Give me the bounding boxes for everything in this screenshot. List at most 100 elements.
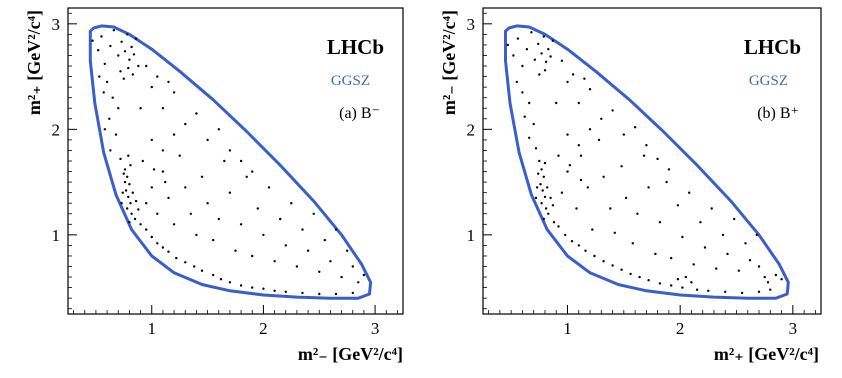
data-point — [273, 289, 276, 292]
data-point — [109, 44, 112, 48]
data-point — [251, 286, 254, 289]
data-point — [670, 284, 673, 287]
data-point — [633, 126, 637, 129]
data-point — [184, 186, 187, 189]
data-point — [530, 31, 533, 34]
data-point — [591, 228, 594, 231]
data-point — [629, 272, 632, 276]
data-point — [262, 233, 265, 237]
data-point — [122, 77, 126, 80]
kinematic-boundary — [88, 24, 373, 300]
data-point — [329, 260, 332, 263]
x-axis-label: m²₊ [GeV²/c⁴] — [714, 344, 819, 364]
data-point — [150, 235, 153, 239]
data-point — [597, 138, 601, 142]
data-point — [161, 107, 165, 110]
x-axis-label: m²₋ [GeV²/c⁴] — [298, 344, 403, 364]
data-point — [164, 180, 167, 184]
data-point — [108, 117, 111, 121]
data-point — [602, 175, 605, 178]
data-point — [239, 284, 243, 287]
data-point — [150, 138, 153, 142]
data-point — [161, 170, 165, 173]
data-point — [575, 207, 578, 210]
data-point — [145, 64, 148, 68]
data-point — [538, 73, 541, 76]
data-point — [128, 183, 131, 186]
data-point — [757, 290, 761, 293]
data-point — [91, 39, 94, 42]
data-point — [525, 48, 529, 51]
data-point — [757, 265, 761, 268]
data-point — [161, 149, 165, 152]
data-point — [542, 217, 545, 221]
data-point — [284, 290, 287, 293]
data-point — [137, 64, 140, 68]
data-point — [172, 91, 176, 94]
data-point — [290, 202, 293, 205]
data-point — [318, 292, 321, 296]
kinematic-boundary — [504, 24, 790, 300]
data-point — [583, 77, 586, 80]
data-point — [566, 170, 569, 173]
data-point — [131, 73, 134, 76]
y-tick-label: 2 — [52, 120, 61, 139]
data-point — [774, 273, 778, 277]
data-point — [560, 59, 564, 62]
data-point — [156, 75, 159, 78]
data-point — [534, 147, 538, 150]
data-point — [564, 233, 567, 237]
data-point — [528, 101, 531, 105]
y-tick-label: 3 — [52, 15, 61, 34]
data-point — [542, 175, 545, 178]
data-point — [239, 223, 243, 226]
data-point — [780, 278, 783, 281]
data-point — [681, 235, 684, 239]
data-point — [120, 202, 123, 205]
data-point — [301, 228, 304, 231]
data-point — [528, 136, 531, 139]
data-point — [132, 53, 136, 56]
data-point — [533, 58, 536, 61]
data-point — [184, 261, 187, 264]
data-point — [748, 259, 752, 262]
chart-panel-a: 1 2 3 1 2 3 LHCb GGSZ (a) B⁻ m²₋ [GeV²/c⁴] m… — [24, 7, 404, 364]
y-axis-label: m²₋ [GeV²/c⁴] — [439, 10, 459, 115]
data-point — [167, 196, 170, 200]
data-point — [223, 159, 226, 163]
data-point — [506, 43, 509, 47]
data-point — [540, 202, 543, 205]
data-point — [217, 128, 220, 131]
data-point — [544, 207, 548, 210]
data-point — [579, 178, 583, 182]
x-tick-label: 1 — [563, 319, 572, 338]
data-point — [195, 233, 198, 237]
data-point — [128, 221, 131, 224]
data-point — [549, 196, 552, 200]
data-point — [256, 207, 259, 210]
data-point — [117, 107, 120, 110]
data-point — [656, 157, 659, 161]
data-point — [134, 199, 138, 203]
data-point — [206, 202, 209, 205]
y-tick-label: 1 — [467, 226, 476, 245]
data-point — [340, 275, 343, 279]
data-point — [755, 233, 758, 237]
x-tick-label: 2 — [259, 319, 268, 338]
data-point — [721, 233, 725, 237]
data-point — [544, 60, 548, 63]
data-point — [588, 88, 592, 91]
y-axis-label: m²₊ [GeV²/c⁴] — [24, 10, 44, 115]
data-point — [351, 291, 354, 295]
data-point — [141, 159, 144, 163]
data-point — [740, 291, 744, 295]
data-point — [521, 91, 524, 94]
data-point — [97, 49, 100, 52]
data-point — [579, 154, 583, 157]
data-point — [114, 133, 118, 136]
data-point — [112, 29, 116, 32]
data-point — [105, 80, 109, 84]
x-tick-label: 3 — [789, 319, 798, 338]
data-point — [600, 117, 603, 121]
data-point — [521, 64, 524, 68]
